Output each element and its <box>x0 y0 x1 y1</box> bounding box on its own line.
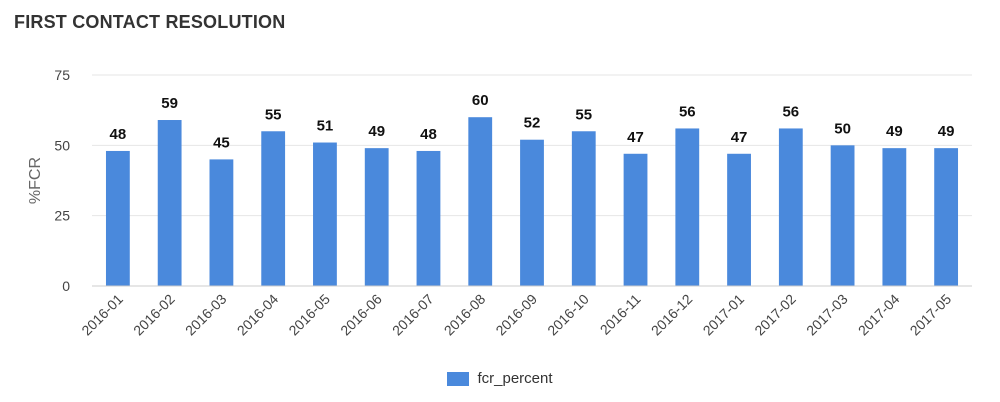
data-label: 55 <box>265 106 282 123</box>
data-labels: 48 59 45 55 51 49 48 60 52 55 47 56 47 56 50 49 49 <box>110 92 955 151</box>
bar[interactable] <box>416 150 441 286</box>
x-tick-label: 2017-02 <box>751 291 799 339</box>
bar[interactable] <box>261 131 286 286</box>
bar[interactable] <box>571 131 596 286</box>
data-label: 50 <box>834 120 851 137</box>
legend-swatch <box>447 371 470 386</box>
bar[interactable] <box>778 128 803 286</box>
x-tick-label: 2016-03 <box>182 291 230 339</box>
bar[interactable] <box>675 128 700 286</box>
x-tick-label: 2016-11 <box>597 291 644 338</box>
data-label: 60 <box>472 92 489 109</box>
legend[interactable]: fcr_percent <box>0 370 1000 387</box>
data-label: 48 <box>420 126 437 143</box>
x-tick-label: 2016-05 <box>285 291 333 339</box>
bar[interactable] <box>882 148 907 286</box>
data-label: 47 <box>731 129 748 146</box>
data-label: 48 <box>110 126 127 143</box>
x-axis: 2016-01 2016-02 2016-03 2016-04 2016-05 2016-… <box>78 285 972 339</box>
x-tick-label: 2017-04 <box>855 291 903 339</box>
x-tick-label: 2016-04 <box>234 291 282 339</box>
y-tick-label: 75 <box>54 67 70 83</box>
data-label: 49 <box>886 123 903 140</box>
x-tick-label: 2016-07 <box>389 291 437 339</box>
data-label: 51 <box>317 118 334 135</box>
bar[interactable] <box>364 148 389 286</box>
y-tick-label: 50 <box>54 137 70 153</box>
data-label: 55 <box>575 106 592 123</box>
y-axis: 0 25 50 75 <box>54 67 70 294</box>
x-tick-label: 2017-01 <box>700 291 748 339</box>
bar[interactable] <box>727 153 751 286</box>
chart-title: FIRST CONTACT RESOLUTION <box>14 12 286 32</box>
data-label: 56 <box>782 103 799 120</box>
bar[interactable] <box>934 148 959 286</box>
x-tick-label: 2016-12 <box>648 291 696 339</box>
x-tick-label: 2017-05 <box>907 291 955 339</box>
bars <box>105 117 959 286</box>
x-tick-label: 2016-09 <box>492 291 540 339</box>
bar[interactable] <box>209 159 234 286</box>
data-label: 52 <box>524 115 541 132</box>
x-tick-label: 2016-10 <box>544 291 592 339</box>
data-label: 59 <box>161 95 178 112</box>
x-tick-label: 2016-01 <box>78 291 126 339</box>
data-label: 47 <box>627 129 644 146</box>
bar[interactable] <box>830 145 855 286</box>
data-label: 49 <box>368 123 385 140</box>
x-tick-label: 2016-06 <box>337 291 385 339</box>
bar[interactable] <box>520 139 544 286</box>
bar[interactable] <box>468 117 493 286</box>
data-label: 49 <box>938 123 955 140</box>
bar[interactable] <box>157 120 182 286</box>
x-tick-label: 2017-03 <box>803 291 851 339</box>
bar[interactable] <box>105 150 130 286</box>
y-tick-label: 25 <box>54 208 70 224</box>
bar[interactable] <box>623 153 648 286</box>
data-label: 45 <box>213 134 230 151</box>
legend-label: fcr_percent <box>477 370 553 387</box>
x-tick-label: 2016-02 <box>130 291 178 339</box>
data-label: 56 <box>679 103 696 120</box>
y-tick-label: 0 <box>62 278 70 294</box>
bar[interactable] <box>313 142 337 286</box>
y-axis-title: %FCR <box>27 157 44 204</box>
x-tick-label: 2016-08 <box>441 291 489 339</box>
